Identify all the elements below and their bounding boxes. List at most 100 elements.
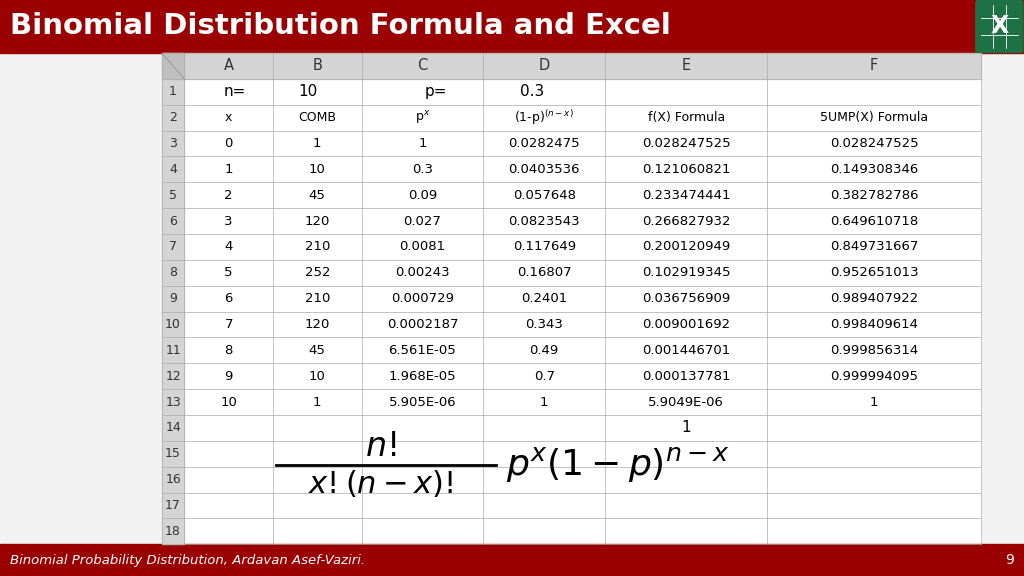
Text: 8: 8 (169, 266, 177, 279)
Text: 0.028247525: 0.028247525 (829, 137, 919, 150)
Text: 13: 13 (165, 396, 181, 408)
Text: 0.028247525: 0.028247525 (642, 137, 730, 150)
Text: 0.149308346: 0.149308346 (830, 163, 919, 176)
Text: 18: 18 (165, 525, 181, 538)
Text: 0.057648: 0.057648 (513, 189, 575, 202)
Text: X: X (990, 14, 1009, 39)
Text: 0.7: 0.7 (534, 370, 555, 382)
Text: 10: 10 (309, 370, 326, 382)
Text: 17: 17 (165, 499, 181, 512)
Text: 0.000729: 0.000729 (391, 292, 454, 305)
Text: $n!$: $n!$ (365, 430, 396, 463)
Text: x: x (225, 111, 232, 124)
Text: 0.0002187: 0.0002187 (387, 318, 458, 331)
Text: 6.561E-05: 6.561E-05 (388, 344, 457, 357)
Text: p$^x$: p$^x$ (415, 109, 430, 126)
Text: 0.102919345: 0.102919345 (642, 266, 730, 279)
Text: 0.343: 0.343 (525, 318, 563, 331)
Text: 16: 16 (165, 473, 181, 486)
Text: 3: 3 (224, 215, 232, 228)
Text: 6: 6 (169, 215, 177, 228)
Text: 5UMP(X) Formula: 5UMP(X) Formula (820, 111, 929, 124)
Text: Binomial Probability Distribution, Ardavan Asef-Vaziri.: Binomial Probability Distribution, Ardav… (10, 554, 366, 567)
Text: 1.968E-05: 1.968E-05 (389, 370, 457, 382)
Text: 0.000137781: 0.000137781 (642, 370, 730, 382)
Text: $p^x(1-p)^{n-x}$: $p^x(1-p)^{n-x}$ (506, 445, 729, 484)
Bar (162, 79, 184, 544)
Text: 210: 210 (304, 292, 330, 305)
Text: 10: 10 (165, 318, 181, 331)
Text: 0.0403536: 0.0403536 (509, 163, 580, 176)
Text: 0.952651013: 0.952651013 (829, 266, 919, 279)
Text: COMB: COMB (298, 111, 336, 124)
Text: f(X) Formula: f(X) Formula (647, 111, 725, 124)
Text: 1: 1 (540, 396, 549, 408)
Bar (0, 0, 1024, 53)
Text: 0.0282475: 0.0282475 (508, 137, 580, 150)
Text: p=: p= (424, 84, 446, 99)
Text: 0.3: 0.3 (412, 163, 433, 176)
Text: 0.3: 0.3 (520, 84, 544, 99)
Text: 2: 2 (224, 189, 232, 202)
Text: 210: 210 (304, 240, 330, 253)
Text: 14: 14 (165, 422, 181, 434)
Text: 4: 4 (224, 240, 232, 253)
Text: Binomial Distribution Formula and Excel: Binomial Distribution Formula and Excel (10, 13, 671, 40)
Text: 7: 7 (169, 240, 177, 253)
Bar (162, 53, 981, 544)
Text: 0.117649: 0.117649 (513, 240, 575, 253)
Text: 5.905E-06: 5.905E-06 (389, 396, 457, 408)
Text: 0.998409614: 0.998409614 (830, 318, 919, 331)
Bar (0, 544, 1024, 576)
Text: 5: 5 (224, 266, 232, 279)
Text: n=: n= (224, 84, 247, 99)
Text: 5: 5 (169, 189, 177, 202)
Text: 1: 1 (681, 420, 691, 435)
Bar (162, 53, 184, 79)
Text: 0.009001692: 0.009001692 (642, 318, 730, 331)
Text: 252: 252 (304, 266, 330, 279)
Text: 45: 45 (309, 189, 326, 202)
Text: 5.9049E-06: 5.9049E-06 (648, 396, 724, 408)
Text: 1: 1 (418, 137, 427, 150)
Text: 0: 0 (224, 137, 232, 150)
Text: 0.0081: 0.0081 (399, 240, 445, 253)
Text: 0.00243: 0.00243 (395, 266, 450, 279)
Text: 1: 1 (313, 396, 322, 408)
Text: 0.382782786: 0.382782786 (829, 189, 919, 202)
Text: 3: 3 (169, 137, 177, 150)
Text: 1: 1 (313, 137, 322, 150)
Text: 1: 1 (870, 396, 879, 408)
Text: 0.999994095: 0.999994095 (830, 370, 919, 382)
Text: 8: 8 (224, 344, 232, 357)
Text: 9: 9 (169, 292, 177, 305)
Text: 10: 10 (299, 84, 318, 99)
Text: 10: 10 (220, 396, 238, 408)
Text: 15: 15 (165, 448, 181, 460)
Text: 7: 7 (224, 318, 232, 331)
Text: 120: 120 (304, 318, 330, 331)
Text: 0.0823543: 0.0823543 (508, 215, 580, 228)
Text: 2: 2 (169, 111, 177, 124)
Text: 0.027: 0.027 (403, 215, 441, 228)
Text: 10: 10 (309, 163, 326, 176)
Text: 0.649610718: 0.649610718 (830, 215, 919, 228)
Text: 0.989407922: 0.989407922 (830, 292, 919, 305)
Text: $x!(n-x)!$: $x!(n-x)!$ (308, 468, 454, 499)
Text: 0.16807: 0.16807 (517, 266, 571, 279)
Text: A: A (223, 58, 233, 73)
Text: (1-p)$^{(n-x)}$: (1-p)$^{(n-x)}$ (514, 108, 574, 127)
Text: 0.849731667: 0.849731667 (830, 240, 919, 253)
Text: 0.233474441: 0.233474441 (642, 189, 730, 202)
Text: F: F (870, 58, 879, 73)
Text: B: B (312, 58, 323, 73)
Text: E: E (682, 58, 691, 73)
Text: 0.200120949: 0.200120949 (642, 240, 730, 253)
Text: C: C (418, 58, 428, 73)
FancyBboxPatch shape (976, 1, 1023, 52)
Text: 0.999856314: 0.999856314 (830, 344, 919, 357)
Text: 4: 4 (169, 163, 177, 176)
Text: 0.2401: 0.2401 (521, 292, 567, 305)
Text: 12: 12 (165, 370, 181, 382)
Text: 9: 9 (224, 370, 232, 382)
